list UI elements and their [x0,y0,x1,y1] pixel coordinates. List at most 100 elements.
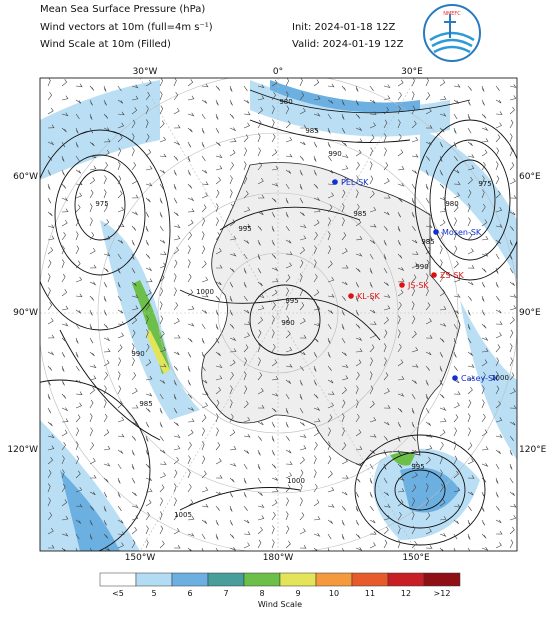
wind-barb [299,456,305,465]
wind-barb [131,119,136,129]
wind-barb [327,547,330,551]
wind-barb [47,247,54,255]
wind-barb [411,274,417,283]
wind-barb [173,544,181,549]
wind-barb [215,519,219,526]
wind-barb [481,309,485,316]
wind-barb [159,484,165,493]
wind-barb [145,375,153,381]
wind-barb [271,225,275,232]
wind-barb [341,189,346,199]
wind-barb [103,477,109,483]
wind-barb [341,203,345,213]
wind-barb [103,323,109,329]
wind-barb [509,294,517,298]
wind-barb [131,211,139,216]
wind-barb [257,515,265,521]
wind-barb [439,259,443,269]
wind-barb [425,497,429,507]
wind-barb [271,289,278,297]
wind-barb [159,287,164,297]
wind-barb [103,252,111,257]
wind-barb [131,107,138,115]
wind-barb [495,417,503,423]
wind-barb [159,330,165,339]
wind-barb [509,343,513,353]
wind-barb [341,475,349,479]
wind-barb [61,127,67,133]
wind-barb [229,127,237,132]
wind-barb [117,223,125,228]
wind-barb [439,306,447,311]
wind-barb [355,113,361,119]
contour-label: 990 [415,263,428,271]
wind-barb [327,441,331,451]
wind-barb [299,318,306,325]
wind-barb [145,105,149,115]
wind-barb [299,379,303,386]
wind-barb [47,544,55,549]
wind-barb [285,169,292,174]
wind-barb [145,407,151,413]
wind-barb [47,527,54,535]
wind-barb [145,133,150,143]
wind-barb [173,197,178,204]
wind-barb [495,434,503,438]
wind-barb [285,287,289,297]
wind-barb [75,379,82,384]
wind-barb [495,463,500,470]
wind-barb [369,134,375,143]
wind-barb [243,309,250,314]
wind-barb [495,530,503,535]
wind-barb [89,413,93,423]
wind-barb [313,289,320,297]
wind-barb [299,434,307,438]
wind-barb [411,407,415,414]
contour-label: 1000 [196,288,214,296]
wind-barb [355,533,361,539]
wind-barb [383,477,388,484]
wind-barb [313,231,318,241]
wind-barb [47,365,53,371]
wind-barb [509,491,515,496]
wind-barb [481,337,489,341]
wind-barb [229,359,236,367]
wind-barb [411,287,415,297]
wind-barb [117,505,122,512]
colorbar-tick-label: 6 [187,589,192,598]
wind-barb [257,107,263,115]
wind-barb [201,486,209,493]
wind-barb [313,95,321,101]
wind-barb [411,511,415,521]
wind-barb [495,400,501,409]
wind-barb [327,487,335,493]
wind-barb [89,203,93,213]
wind-barb [341,232,347,241]
wind-barb [61,532,69,537]
wind-barb [229,149,236,157]
wind-barb [103,189,107,199]
colorbar-tick-label: 11 [365,589,375,598]
wind-barb [369,206,377,213]
wind-barb [327,309,334,314]
wind-barb [439,245,443,255]
wind-barb [341,458,348,465]
wind-barb [299,259,304,269]
wind-barb [215,154,223,159]
wind-barb [439,351,444,358]
wind-barb [61,351,66,358]
wind-barb [229,281,234,288]
wind-barb [285,78,290,87]
wind-barb [103,385,107,395]
wind-barb [103,113,109,119]
wind-barb [369,505,374,511]
wind-barb [411,105,416,115]
wind-barb [271,435,275,442]
wind-barb [299,224,307,228]
wind-barb [215,442,221,451]
wind-barb [467,533,471,540]
wind-barb [327,455,332,465]
wind-barb [131,253,135,260]
wind-barb [173,393,177,400]
wind-barb [439,112,447,117]
